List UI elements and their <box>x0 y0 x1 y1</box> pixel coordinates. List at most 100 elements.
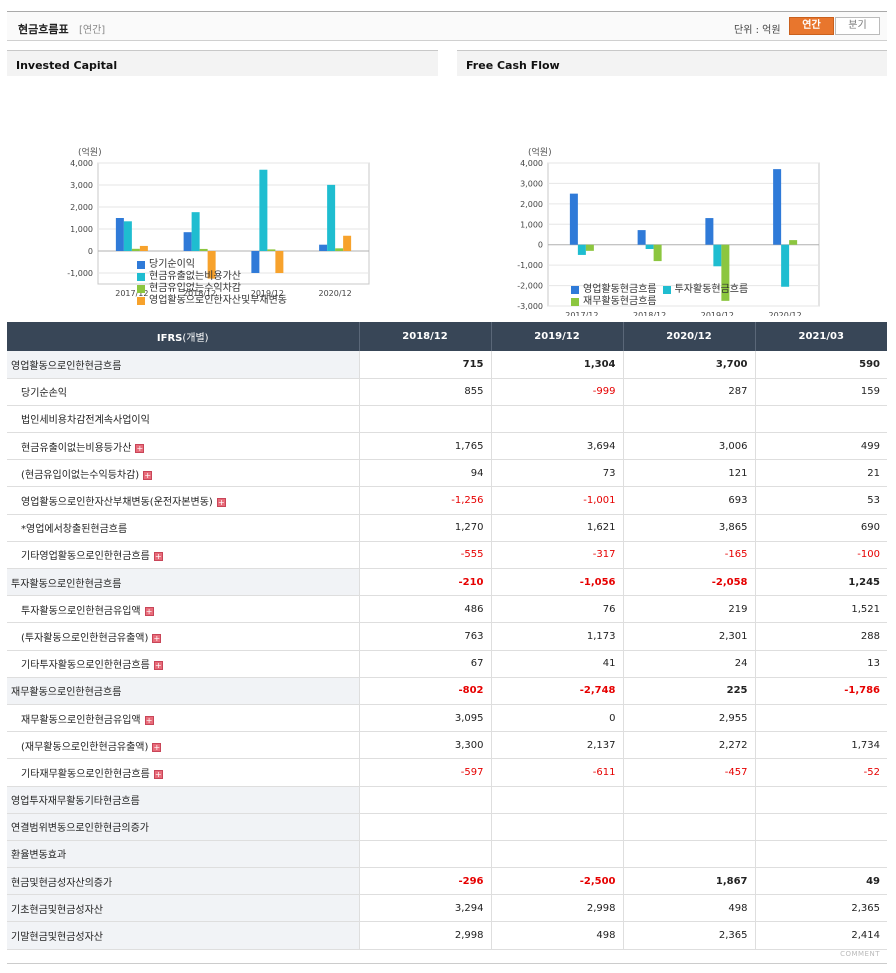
row-label-text: 법인세비용차감전계속사업이익 <box>21 415 150 427</box>
table-row[interactable]: 재무활동으로인한현금유입액 +3,095 0 2,955 <box>7 704 887 733</box>
table-row[interactable]: (현금유입이없는수익등차감) +94 73 121 21 <box>7 459 887 488</box>
expand-icon[interactable]: + <box>144 715 154 725</box>
bar[interactable] <box>139 245 148 251</box>
row-label-text: 기타재무활동으로인한현금흐름 <box>21 768 150 780</box>
table-row[interactable]: 기타투자활동으로인한현금흐름 +67 41 24 13 <box>7 650 887 678</box>
column-header: 2018/12 <box>359 322 492 351</box>
y-tick-label: 3,000 <box>520 179 543 188</box>
row-label-text: 현금및현금성자산의증가 <box>11 877 113 889</box>
expand-icon[interactable]: + <box>153 661 163 671</box>
legend-label: 투자활동현금흐름 <box>674 284 749 295</box>
row-label: 환율변동효과 <box>7 840 360 869</box>
bar[interactable] <box>251 251 260 273</box>
comment-label[interactable]: COMMENT <box>840 950 880 958</box>
bar[interactable] <box>789 240 798 245</box>
bar[interactable] <box>319 244 328 251</box>
bar[interactable] <box>705 218 714 245</box>
tab-quarterly[interactable]: 분기 <box>835 17 880 35</box>
row-label: (투자활동으로인한현금유출액) + <box>7 622 360 651</box>
row-label: 기타투자활동으로인한현금흐름 + <box>7 650 360 678</box>
table-row[interactable]: (재무활동으로인한현금유출액) +3,300 2,137 2,272 1,734 <box>7 731 887 760</box>
table-cell: 121 <box>623 459 756 488</box>
legend-swatch <box>571 286 579 294</box>
table-cell: 21 <box>755 459 887 488</box>
bar[interactable] <box>637 230 646 245</box>
y-tick-label: 2,000 <box>520 200 543 209</box>
bar[interactable] <box>267 249 276 251</box>
bar[interactable] <box>131 248 140 251</box>
bar[interactable] <box>207 251 216 279</box>
table-row[interactable]: (투자활동으로인한현금유출액) +763 1,173 2,301 288 <box>7 622 887 651</box>
bar[interactable] <box>335 248 344 251</box>
row-label-text: 기타영업활동으로인한현금흐름 <box>21 551 150 563</box>
table-row: 기초현금및현금성자산 3,294 2,998 498 2,365 <box>7 894 887 923</box>
table-cell: 855 <box>359 378 492 406</box>
bar[interactable] <box>773 169 782 245</box>
row-label-text: (투자활동으로인한현금유출액) <box>21 632 149 644</box>
bar[interactable] <box>343 235 352 251</box>
table-cell: -597 <box>359 758 492 787</box>
expand-icon[interactable]: + <box>153 769 163 779</box>
bar[interactable] <box>585 244 594 251</box>
table-row[interactable]: 투자활동으로인한현금유입액 +486 76 219 1,521 <box>7 595 887 624</box>
y-tick-label: 0 <box>538 241 543 250</box>
bar[interactable] <box>199 248 208 251</box>
legend-label: 영업활동으로인한자산및부채변동 <box>149 295 287 306</box>
table-cell <box>359 840 492 869</box>
tab-annual[interactable]: 연간 <box>789 17 834 35</box>
bar[interactable] <box>183 232 192 251</box>
expand-icon[interactable]: + <box>143 470 153 480</box>
bar[interactable] <box>713 244 722 267</box>
bar[interactable] <box>569 193 578 245</box>
expand-icon[interactable]: + <box>153 552 163 562</box>
bar[interactable] <box>721 244 730 301</box>
bar[interactable] <box>123 221 132 251</box>
bar[interactable] <box>191 212 200 251</box>
y-tick-label: -2,000 <box>517 282 543 291</box>
table-row[interactable]: 기타영업활동으로인한현금흐름 + -555 -317 -165 -100 <box>7 541 887 570</box>
table-row: 연결범위변동으로인한현금의증가 <box>7 813 887 841</box>
row-label: 영업활동으로인한자산부채변동(운전자본변동) + <box>7 486 360 515</box>
bar[interactable] <box>645 244 654 250</box>
bar[interactable] <box>259 169 268 251</box>
table-cell: 2,998 <box>491 894 624 923</box>
table-cell: 53 <box>755 486 887 515</box>
legend-row: 재무활동현금흐름 <box>571 296 754 308</box>
table-cell: 486 <box>359 595 492 624</box>
table-cell: -165 <box>623 541 756 570</box>
y-tick-label: 3,000 <box>70 181 93 190</box>
bar[interactable] <box>115 218 124 251</box>
bar[interactable] <box>577 244 586 255</box>
table-cell: 3,865 <box>623 514 756 542</box>
table-row: 당기순손익 855 -999 287 159 <box>7 378 887 406</box>
legend-row: 현금유입없는수익차감 <box>137 283 293 295</box>
table-cell: -457 <box>623 758 756 787</box>
column-header: 2021/03 <box>755 322 887 351</box>
expand-icon[interactable]: + <box>144 606 154 616</box>
table-row[interactable]: 기타재무활동으로인한현금흐름 + -597 -611 -457 -52 <box>7 758 887 787</box>
row-label-text: 재무활동으로인한현금유입액 <box>21 714 141 726</box>
table-cell: 3,694 <box>491 432 624 461</box>
row-label: *영업에서창출된현금흐름 <box>7 514 360 542</box>
table-cell: 225 <box>623 677 756 705</box>
table-cell <box>755 813 887 841</box>
expand-icon[interactable]: + <box>152 742 162 752</box>
bar[interactable] <box>781 244 790 287</box>
table-cell: -555 <box>359 541 492 570</box>
bar[interactable] <box>653 244 662 262</box>
table-row: 현금및현금성자산의증가 -296 -2,500 1,867 49 <box>7 867 887 896</box>
expand-icon[interactable]: + <box>152 633 162 643</box>
legend-row: 현금유출없는비용가산 <box>137 271 293 283</box>
legend-swatch <box>137 261 145 269</box>
table-row[interactable]: 영업활동으로인한자산부채변동(운전자본변동) + -1,256 -1,001 693 53 <box>7 486 887 515</box>
table-cell: -1,786 <box>755 677 887 705</box>
table-row: 법인세비용차감전계속사업이익 <box>7 405 887 434</box>
table-cell: 693 <box>623 486 756 515</box>
table-row[interactable]: 현금유출이없는비용등가산 +1,765 3,694 3,006 499 <box>7 432 887 461</box>
table-cell <box>491 813 624 841</box>
expand-icon[interactable]: + <box>135 443 145 453</box>
bar[interactable] <box>275 251 284 274</box>
expand-icon[interactable]: + <box>216 498 226 508</box>
x-tick-label: 2018/12 <box>633 311 666 316</box>
bar[interactable] <box>327 184 336 251</box>
